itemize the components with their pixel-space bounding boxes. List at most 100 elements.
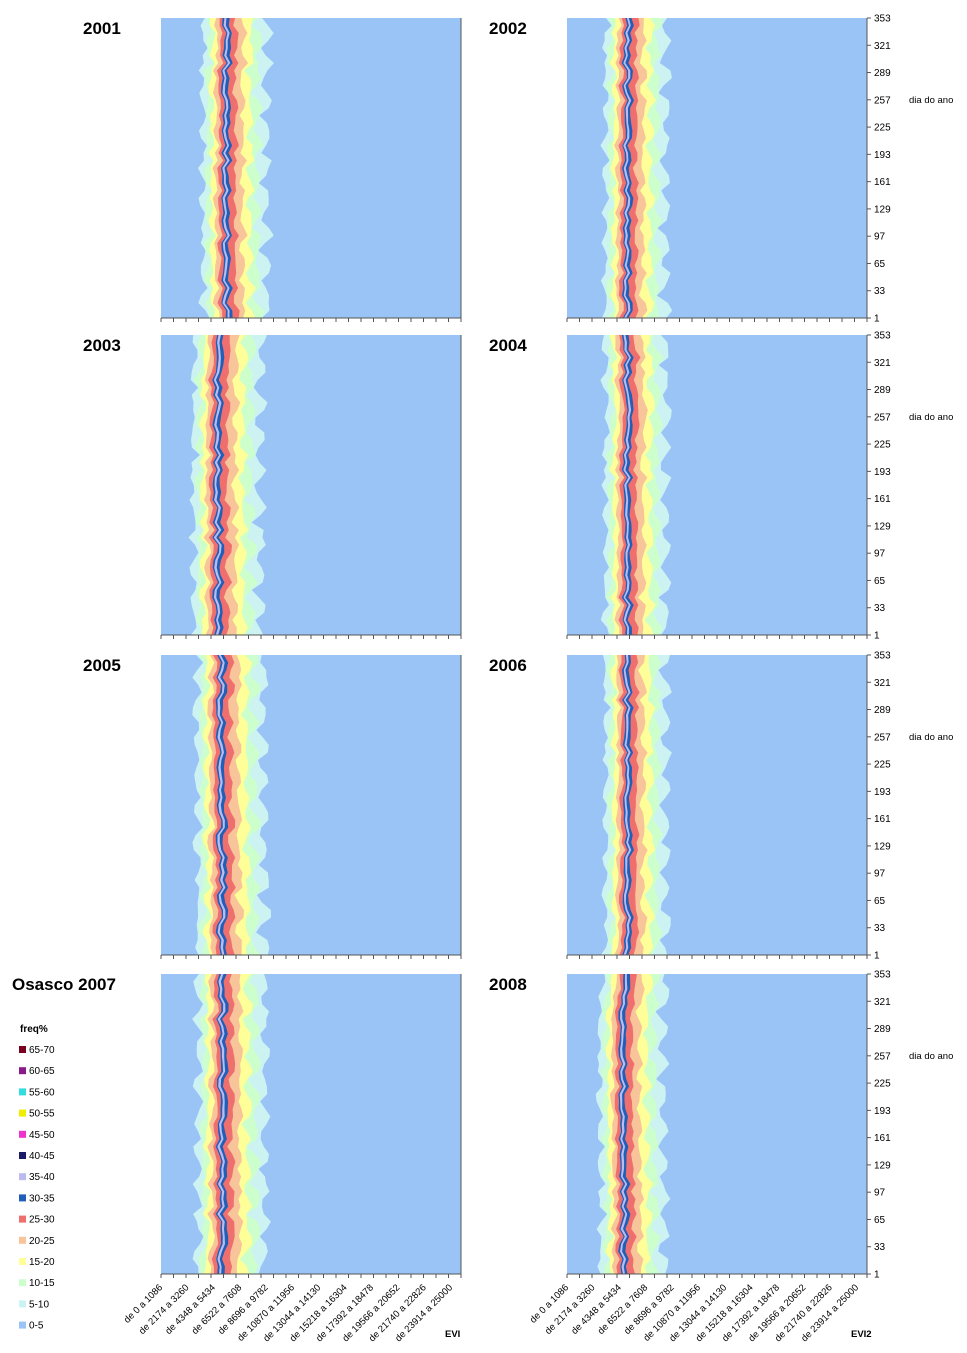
legend-swatch: [19, 1194, 26, 1202]
band-25-30: [211, 974, 236, 1274]
legend-label: 15-20: [29, 1257, 55, 1268]
panel-title: 2005: [83, 656, 121, 675]
legend-label: 5-10: [29, 1299, 49, 1310]
y-tick-label: 225: [874, 1079, 891, 1090]
y-tick-label: 129: [874, 1160, 891, 1171]
legend-items: 65-70 60-65 55-60 50-55 45-50 40-45 35-40 30-35…: [19, 1045, 55, 1332]
y-tick-label: 289: [874, 1024, 891, 1035]
legend-label: 40-45: [29, 1151, 55, 1162]
legend-label: 45-50: [29, 1130, 55, 1141]
y-tick-label: 193: [874, 150, 891, 161]
legend-swatch: [19, 1258, 26, 1265]
y-axis-label: dia do ano: [909, 95, 953, 106]
legend-swatch: [19, 1300, 26, 1308]
band-35-40: [619, 974, 628, 1274]
band-35-40: [217, 655, 226, 955]
panel-2002: 1 33 65 97 129 161 193 225 257 289 321 353 dia do an…: [489, 14, 953, 325]
y-tick-label: 1: [874, 1270, 880, 1281]
band-25-30: [618, 335, 641, 635]
legend-swatch: [19, 1236, 26, 1244]
y-tick-label: 97: [874, 869, 886, 880]
panel-title: 2002: [489, 19, 527, 38]
legend-title: freq%: [20, 1024, 48, 1035]
y-tick-label: 97: [874, 232, 886, 243]
legend-swatch: [19, 1067, 26, 1075]
legend-label: 0-5: [29, 1321, 44, 1332]
y-tick-label: 321: [874, 358, 891, 369]
panel-title: 2003: [83, 336, 121, 355]
y-tick-label: 193: [874, 787, 891, 798]
y-tick-label: 289: [874, 385, 891, 396]
y-tick-label: 65: [874, 1215, 886, 1226]
legend-label: 65-70: [29, 1045, 55, 1056]
legend-swatch: [19, 1088, 26, 1096]
panel-title: 2006: [489, 656, 527, 675]
y-tick-label: 257: [874, 95, 891, 106]
band-35-40: [213, 335, 222, 635]
panel-2001: 2001: [83, 18, 462, 322]
y-tick-label: 97: [874, 1188, 886, 1199]
y-tick-label: 257: [874, 1051, 891, 1062]
legend-swatch: [19, 1109, 26, 1117]
panels: 2001 1 33 65 97 129 161 193 225 257 289 321 353 dia d…: [83, 14, 953, 1345]
y-tick-label: 257: [874, 732, 891, 743]
legend-label: 50-55: [29, 1109, 55, 1120]
y-tick-label: 65: [874, 896, 886, 907]
panel-2008: 1 33 65 97 129 161 193 225 257 289 321 353 dia do an…: [489, 970, 953, 1345]
legend-swatch: [19, 1130, 26, 1138]
y-tick-label: 161: [874, 1133, 891, 1144]
x-axis-label: EVI2: [851, 1329, 872, 1340]
panel-title: 2004: [489, 336, 527, 355]
y-tick-label: 97: [874, 549, 886, 560]
y-tick-label: 193: [874, 467, 891, 478]
y-tick-label: 225: [874, 440, 891, 451]
y-tick-label: 161: [874, 814, 891, 825]
y-tick-label: 225: [874, 123, 891, 134]
y-axis-label: dia do ano: [909, 732, 953, 743]
y-tick-label: 225: [874, 760, 891, 771]
panel-2004: 1 33 65 97 129 161 193 225 257 289 321 353 dia do an…: [489, 331, 953, 642]
legend-label: 35-40: [29, 1172, 55, 1183]
location-title: Osasco 2007: [12, 975, 116, 994]
y-tick-label: 353: [874, 651, 891, 662]
band-30-35: [212, 335, 225, 635]
y-tick-label: 353: [874, 970, 891, 981]
legend-swatch: [19, 1152, 26, 1159]
legend-label: 10-15: [29, 1278, 55, 1289]
y-tick-label: 33: [874, 923, 886, 934]
band-35-40: [217, 974, 226, 1274]
y-tick-label: 353: [874, 331, 891, 342]
panel-title: 2001: [83, 19, 121, 38]
legend-swatch: [19, 1279, 26, 1287]
y-axis-label: dia do ano: [909, 1051, 953, 1062]
y-tick-label: 33: [874, 286, 886, 297]
y-tick-label: 321: [874, 997, 891, 1008]
legend-swatch: [19, 1321, 26, 1329]
legend-label: 20-25: [29, 1236, 55, 1247]
band-30-35: [622, 655, 634, 955]
y-tick-label: 353: [874, 14, 891, 25]
y-tick-label: 193: [874, 1106, 891, 1117]
panel-title: 2008: [489, 975, 527, 994]
y-tick-label: 1: [874, 314, 880, 325]
x-axis-label: EVI: [445, 1329, 460, 1340]
y-tick-label: 65: [874, 576, 886, 587]
y-tick-label: 161: [874, 494, 891, 505]
panel-2006: 1 33 65 97 129 161 193 225 257 289 321 353 dia do an…: [489, 651, 953, 962]
y-tick-label: 1: [874, 631, 880, 642]
band-30-35: [215, 974, 229, 1274]
panel-2003: 2003: [83, 335, 462, 639]
y-tick-label: 289: [874, 705, 891, 716]
y-tick-label: 129: [874, 841, 891, 852]
legend-swatch: [19, 1173, 26, 1181]
y-tick-label: 129: [874, 521, 891, 532]
y-tick-label: 129: [874, 204, 891, 215]
y-tick-label: 33: [874, 1242, 886, 1253]
y-tick-label: 321: [874, 678, 891, 689]
panel-2005: 2005: [83, 655, 462, 959]
y-tick-label: 257: [874, 412, 891, 423]
legend: freq% 65-70 60-65 55-60 50-55 45-50 40-45 35-4…: [19, 1024, 55, 1332]
band-35-40: [623, 18, 632, 318]
